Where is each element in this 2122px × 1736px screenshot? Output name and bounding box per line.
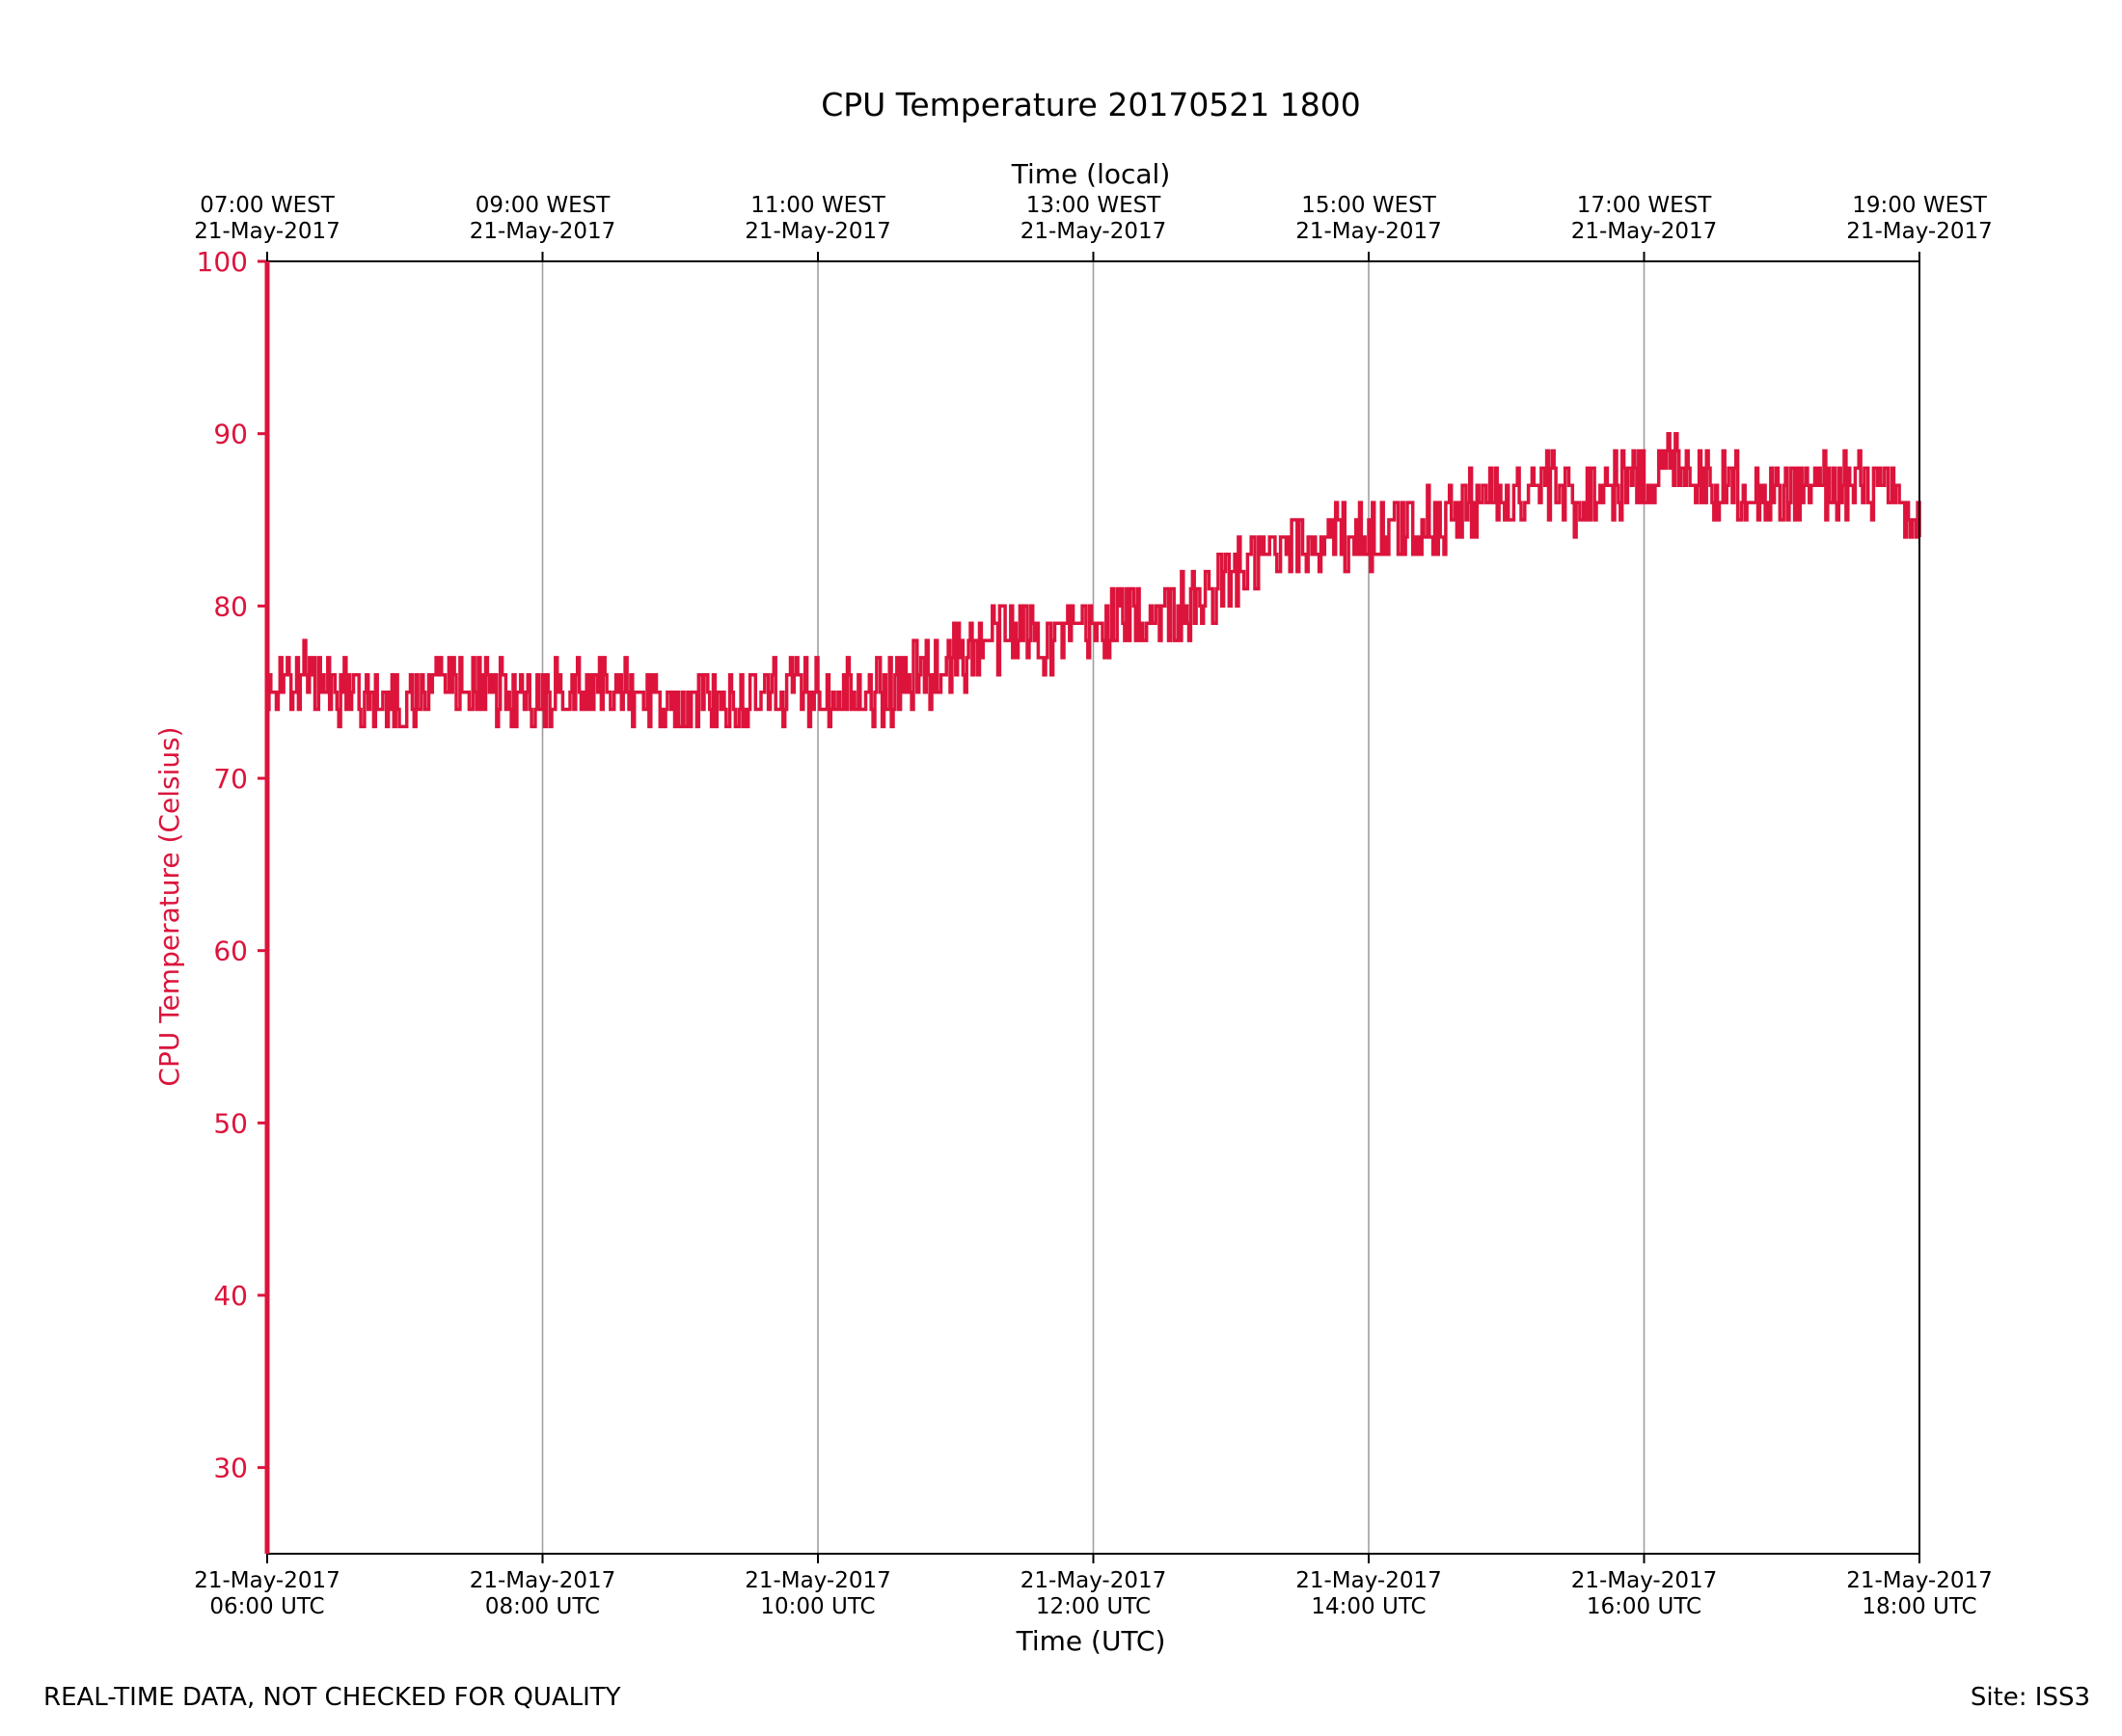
x-tick-local-time: 11:00 WEST (750, 193, 885, 218)
axes (258, 252, 1920, 1563)
x-tick-utc-time: 10:00 UTC (760, 1594, 875, 1619)
x-tick-local-date: 21-May-2017 (1020, 219, 1167, 244)
x-tick-utc-date: 21-May-2017 (1295, 1568, 1442, 1593)
top-axis-title: Time (local) (1011, 158, 1171, 190)
y-tick-label: 90 (213, 419, 248, 450)
y-tick-label: 60 (213, 936, 248, 967)
x-tick-local-date: 21-May-2017 (745, 219, 891, 244)
x-tick-utc-time: 18:00 UTC (1862, 1594, 1976, 1619)
x-tick-utc-date: 21-May-2017 (194, 1568, 340, 1593)
x-tick-local-time: 15:00 WEST (1301, 193, 1436, 218)
x-tick-utc-date: 21-May-2017 (1020, 1568, 1167, 1593)
x-tick-local-date: 21-May-2017 (1295, 219, 1442, 244)
x-tick-local-time: 19:00 WEST (1852, 193, 1987, 218)
x-tick-local-time: 17:00 WEST (1577, 193, 1712, 218)
x-tick-utc-date: 21-May-2017 (470, 1568, 616, 1593)
y-axis-title: CPU Temperature (Celsius) (153, 726, 185, 1086)
x-tick-local-time: 07:00 WEST (200, 193, 335, 218)
quality-disclaimer: REAL-TIME DATA, NOT CHECKED FOR QUALITY (43, 1683, 621, 1712)
y-tick-label: 50 (213, 1107, 248, 1139)
x-tick-utc-time: 14:00 UTC (1311, 1594, 1426, 1619)
x-tick-utc-date: 21-May-2017 (745, 1568, 891, 1593)
x-tick-utc-time: 06:00 UTC (209, 1594, 324, 1619)
chart-title: CPU Temperature 20170521 1800 (821, 86, 1361, 123)
x-tick-local-time: 13:00 WEST (1026, 193, 1161, 218)
x-tick-local-date: 21-May-2017 (1846, 219, 1993, 244)
y-tick-label: 100 (197, 246, 248, 278)
y-tick-label: 70 (213, 763, 248, 795)
x-tick-utc-time: 12:00 UTC (1036, 1594, 1151, 1619)
data-series (267, 431, 1921, 729)
x-tick-utc-date: 21-May-2017 (1571, 1568, 1718, 1593)
x-tick-utc-date: 21-May-2017 (1846, 1568, 1993, 1593)
bottom-axis-title: Time (UTC) (1016, 1625, 1166, 1657)
y-tick-label: 40 (213, 1280, 248, 1312)
y-tick-label: 30 (213, 1452, 248, 1484)
x-tick-local-time: 09:00 WEST (476, 193, 611, 218)
x-tick-local-date: 21-May-2017 (194, 219, 340, 244)
x-tick-utc-time: 08:00 UTC (485, 1594, 600, 1619)
x-tick-local-date: 21-May-2017 (470, 219, 616, 244)
x-tick-utc-time: 16:00 UTC (1587, 1594, 1701, 1619)
site-label: Site: ISS3 (1970, 1683, 2090, 1712)
y-tick-label: 80 (213, 590, 248, 622)
x-tick-local-date: 21-May-2017 (1571, 219, 1718, 244)
cpu-temperature-line (267, 431, 1921, 729)
